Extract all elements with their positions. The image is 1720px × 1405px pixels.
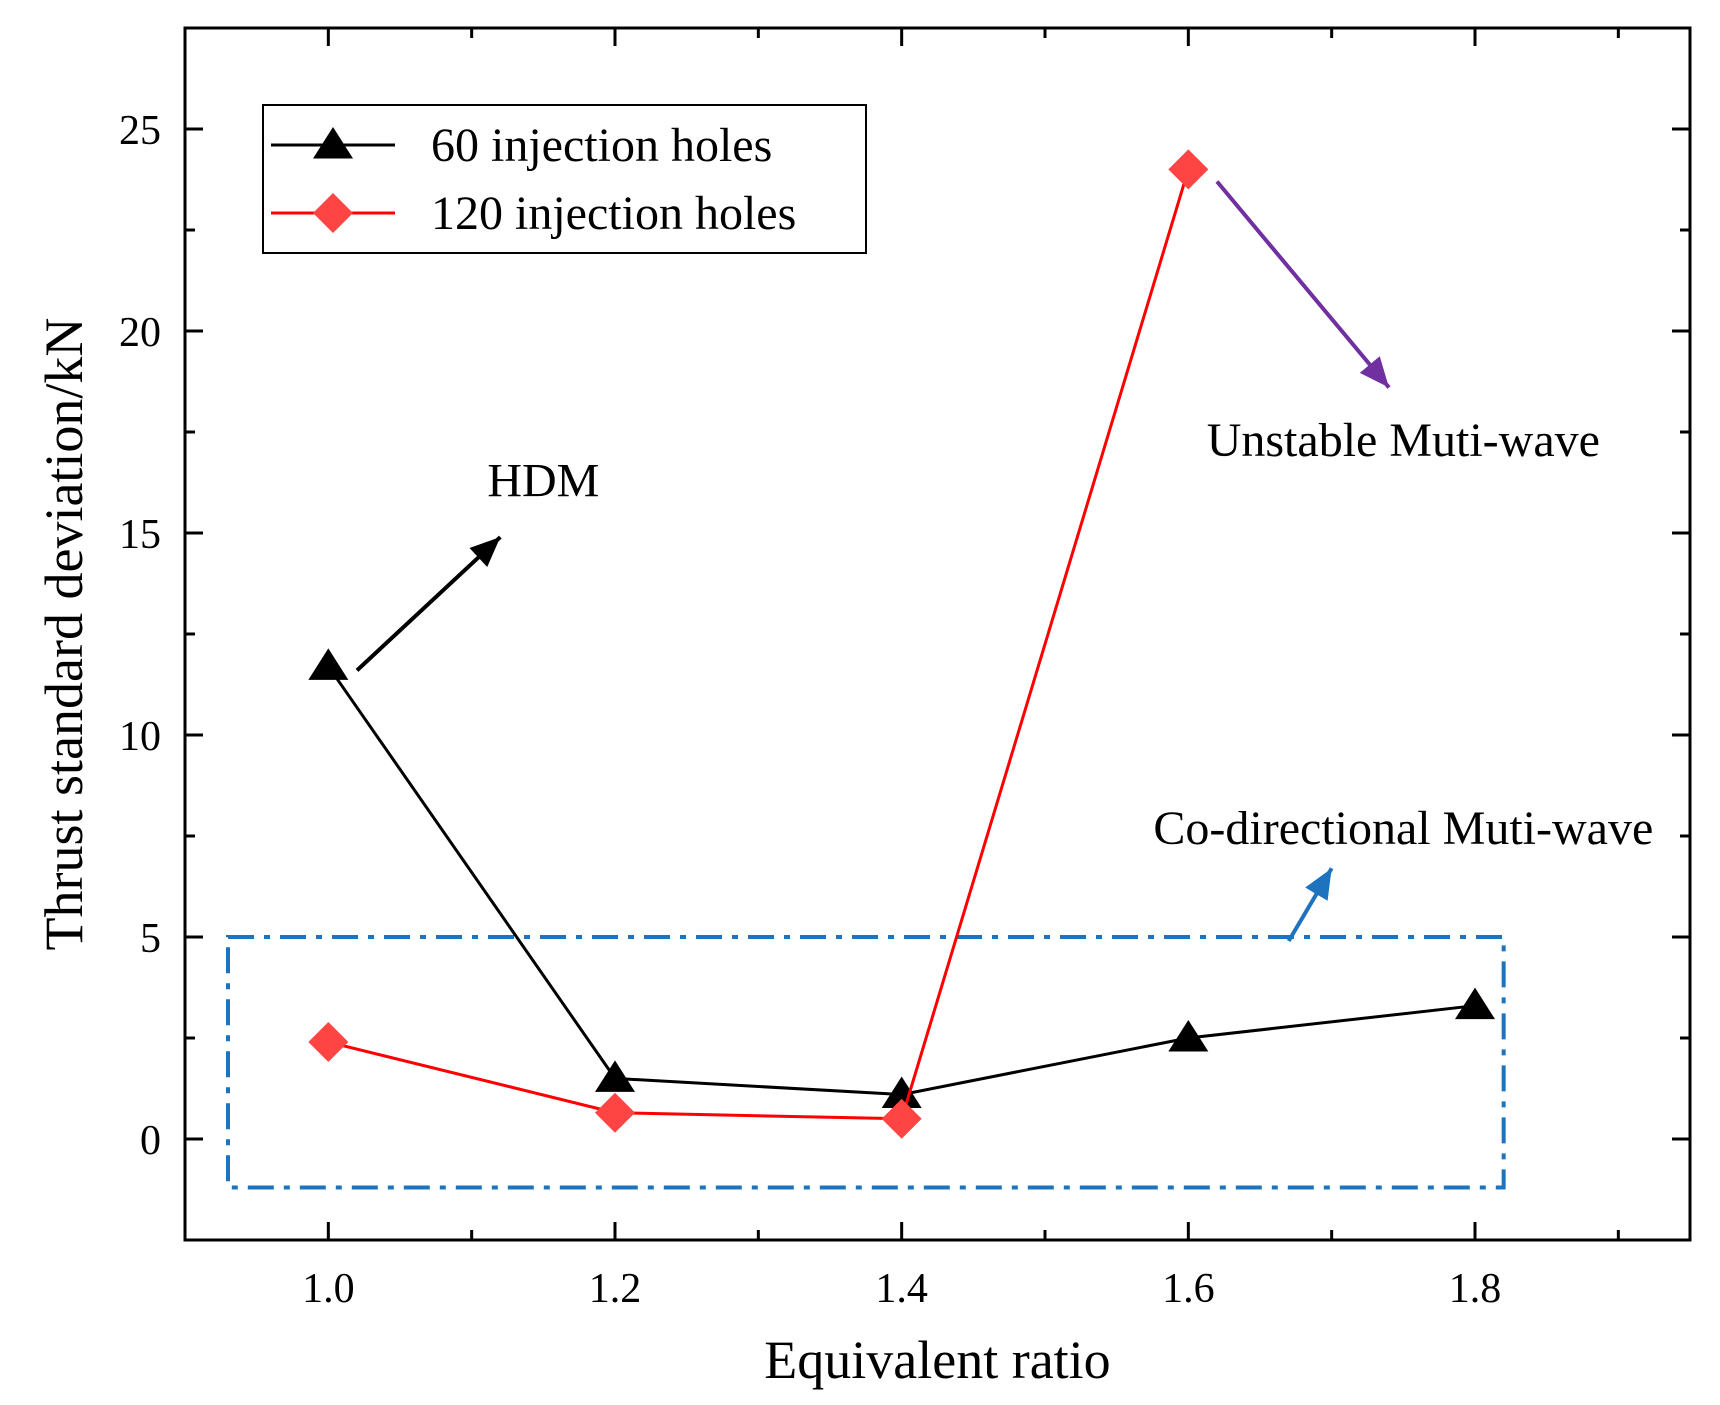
- data-point-diamond: [881, 1098, 922, 1139]
- y-tick-label: 5: [140, 916, 161, 962]
- legend-marker-diamond: [313, 193, 353, 233]
- y-tick-label: 10: [119, 714, 161, 760]
- annotation-arrow-head: [469, 537, 501, 567]
- data-point-triangle: [595, 1060, 635, 1092]
- axes-layer: 1.0 1.2 1.4 1.6 1.8 0 5 10 15 20 25 Equivalent rati…: [34, 26, 1692, 1390]
- highlight-box: [226, 935, 1506, 1190]
- annotation-text: Unstable Muti-wave: [1207, 414, 1600, 467]
- series-line-1: [327, 168, 1190, 1121]
- x-tick-label: 1.0: [302, 1266, 355, 1312]
- data-point-triangle: [1168, 1020, 1209, 1052]
- highlight-box-layer: [226, 935, 1506, 1190]
- y-axis-title: Thrust standard deviation/kN: [34, 318, 94, 951]
- legend-label-0: 60 injection holes: [431, 119, 772, 172]
- data-point-triangle: [308, 648, 349, 680]
- legend: 60 injection holes 120 injection holes: [262, 104, 867, 254]
- x-tick-label: 1.2: [589, 1266, 642, 1312]
- y-tick-label: 25: [119, 108, 161, 154]
- legend-label-1: 120 injection holes: [431, 187, 796, 240]
- x-tick-label: 1.6: [1162, 1266, 1215, 1312]
- legend-box: [262, 104, 867, 254]
- annotation-arrow-head: [1305, 868, 1332, 901]
- data-point-triangle: [881, 1076, 922, 1109]
- annotation-arrow-line: [355, 535, 502, 672]
- annotation-text: Co-directional Muti-wave: [1153, 802, 1653, 855]
- data-point-diamond: [308, 1022, 349, 1063]
- annotation-arrow-line: [1215, 180, 1391, 389]
- y-tick-label: 0: [140, 1118, 161, 1164]
- series-layer: [308, 149, 1495, 1139]
- data-point-diamond: [1168, 149, 1209, 190]
- series-0: [308, 648, 1495, 1109]
- series-line-0: [327, 665, 1476, 1097]
- data-point-diamond: [595, 1092, 635, 1133]
- legend-marker-triangle: [313, 127, 353, 159]
- y-tick-label: 20: [119, 310, 161, 356]
- x-tick-label: 1.4: [875, 1266, 928, 1312]
- data-point-triangle: [1455, 987, 1495, 1020]
- x-tick-label: 1.8: [1449, 1266, 1502, 1312]
- y-tick-label: 15: [119, 512, 161, 558]
- annotation-text: HDM: [487, 455, 599, 508]
- annotations-layer: HDM Unstable Muti-wave Co-directional Muti…: [355, 180, 1653, 943]
- annotation-arrow-head: [1359, 356, 1389, 388]
- x-axis-title: Equivalent ratio: [764, 1330, 1110, 1390]
- series-1: [308, 149, 1209, 1139]
